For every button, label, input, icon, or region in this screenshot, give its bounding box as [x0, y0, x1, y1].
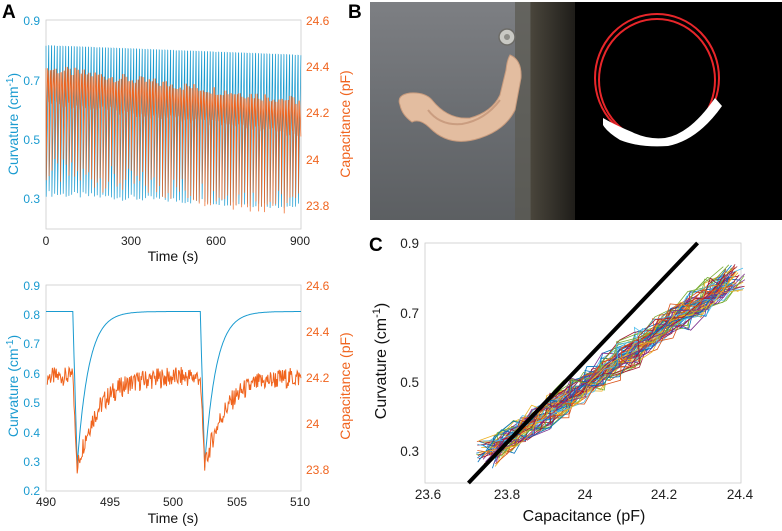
panel-label-b: B — [348, 2, 362, 23]
x-tick: 510 — [290, 495, 310, 509]
capacitance-line — [46, 365, 302, 474]
y-tick-left: 0.7 — [23, 337, 40, 351]
x-tick: 600 — [206, 234, 226, 248]
robot-gripper-photo — [370, 2, 575, 220]
x-tick: 24 — [577, 487, 593, 502]
y-tick-left: 0.9 — [23, 279, 40, 293]
x-axis-label: Time (s) — [148, 248, 199, 264]
cycle-trace — [493, 286, 744, 465]
y-tick-right: 24.4 — [306, 60, 330, 74]
x-axis-label: Capacitance (pF) — [523, 508, 646, 525]
capacitance-line — [45, 66, 302, 214]
photo-panel-b — [370, 2, 782, 220]
cycle-trace — [495, 277, 726, 452]
y-tick-right: 24 — [306, 153, 320, 167]
panel-label-a: A — [2, 2, 16, 23]
y-tick-left: 0.9 — [23, 14, 40, 28]
curvature-line — [45, 44, 302, 209]
x-tick: 490 — [36, 495, 56, 509]
cycle-trace — [495, 285, 731, 465]
cycle-trace — [492, 275, 730, 469]
cycle-trace — [477, 276, 731, 463]
y-tick: 0.9 — [400, 236, 419, 251]
y-tick-right: 24.6 — [306, 279, 330, 293]
capacitance-series — [45, 66, 302, 214]
y-tick: 0.7 — [400, 306, 419, 321]
curvature-series — [45, 44, 302, 209]
y-tick-right: 23.8 — [306, 463, 330, 477]
y-tick-right: 24.6 — [306, 14, 330, 28]
y-tick-right: 24.2 — [306, 106, 330, 120]
x-axis-label: Time (s) — [148, 510, 199, 526]
y-axis-label-right: Capacitance (pF) — [337, 332, 353, 439]
y-tick-left: 0.3 — [23, 455, 40, 469]
x-tick: 0 — [43, 234, 50, 248]
y-tick: 0.3 — [400, 444, 419, 459]
curvature-line — [46, 311, 301, 468]
x-tick: 900 — [290, 234, 310, 248]
y-tick-right: 23.8 — [306, 199, 330, 213]
chart-a-top: 0.9 0.7 0.5 0.3 24.6 24.4 24.2 24 23.8 0… — [5, 14, 353, 264]
x-tick: 23.6 — [415, 487, 441, 502]
y-axis-label: Curvature (cm-1) — [371, 303, 390, 419]
x-tick: 300 — [121, 234, 141, 248]
y-tick-right: 24.2 — [306, 371, 330, 385]
y-axis-label-left: Curvature (cm-1) — [5, 335, 21, 437]
plot-frame — [45, 284, 302, 492]
y-tick-left: 0.3 — [23, 192, 40, 206]
cycle-trace — [479, 270, 738, 453]
y-tick-right: 24.4 — [306, 325, 330, 339]
x-tick: 505 — [227, 495, 247, 509]
y-tick-left: 0.7 — [23, 74, 40, 88]
y-tick-left: 0.5 — [23, 133, 40, 147]
y-axis-label-right: Capacitance (pF) — [337, 70, 353, 177]
y-tick-left: 0.5 — [23, 396, 40, 410]
y-tick-left: 0.6 — [23, 367, 40, 381]
fit-line — [467, 241, 699, 485]
x-tick: 23.8 — [494, 487, 520, 502]
cycle-trace — [485, 270, 733, 463]
x-tick: 24.4 — [727, 487, 754, 502]
y-tick-right: 24 — [306, 417, 320, 431]
chart-a-bottom: 0.9 0.8 0.7 0.6 0.5 0.4 0.3 0.2 24.6 24.… — [5, 279, 353, 526]
segmentation-mask-photo — [575, 2, 782, 220]
x-tick: 495 — [100, 495, 120, 509]
cycle-traces — [476, 264, 746, 469]
y-tick-left: 0.8 — [23, 308, 40, 322]
y-tick: 0.5 — [400, 375, 419, 390]
x-tick: 24.2 — [651, 487, 677, 502]
y-tick-left: 0.2 — [23, 484, 40, 498]
chart-c: 0.9 0.7 0.5 0.3 23.6 23.8 24 24.2 24.4 C… — [371, 236, 754, 525]
x-tick: 500 — [163, 495, 183, 509]
panel-label-c: C — [369, 235, 383, 256]
y-axis-label-left: Curvature (cm-1) — [5, 73, 21, 175]
y-tick-left: 0.4 — [23, 426, 40, 440]
